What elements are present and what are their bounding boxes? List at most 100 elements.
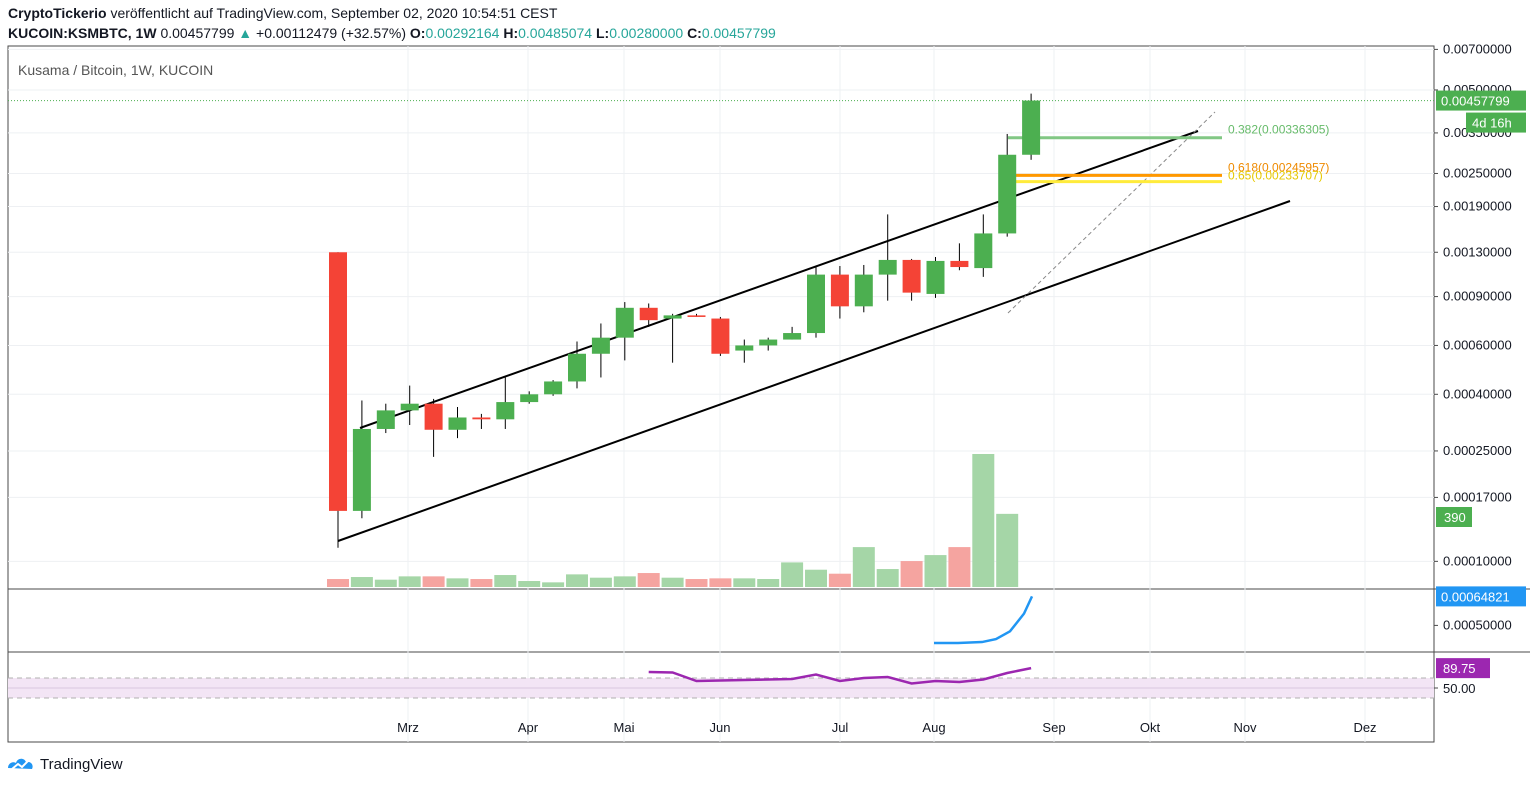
volume-bar (757, 579, 780, 587)
volume-bar (972, 454, 995, 587)
y-tick-label: 0.00090000 (1443, 289, 1512, 304)
volume-bar (470, 579, 493, 587)
volume-bar (542, 582, 565, 587)
x-tick-label: Mrz (397, 720, 419, 735)
y-tick-label: 0.00700000 (1443, 41, 1512, 56)
candle-body (807, 274, 825, 334)
publish-line: CryptoTickerio veröffentlicht auf Tradin… (8, 5, 557, 21)
indicator-badge-text: 0.00064821 (1441, 589, 1510, 604)
volume-bar (398, 576, 421, 587)
rsi-tick-label: 50.00 (1443, 681, 1476, 696)
x-tick-label: Sep (1042, 720, 1065, 735)
candle-body (711, 318, 730, 354)
tradingview-logo-icon (8, 758, 33, 770)
volume-bar (996, 513, 1019, 587)
volume-bar (948, 547, 971, 587)
high-value: 0.00485074 (518, 25, 593, 41)
y-tick-label: 0.00025000 (1443, 443, 1512, 458)
countdown-badge-text: 4d 16h (1472, 116, 1512, 131)
symbol-label: KUCOIN:KSMBTC, 1W (8, 25, 157, 41)
candle-body (854, 274, 873, 307)
candle-body (926, 260, 945, 294)
x-tick-label: Okt (1140, 720, 1161, 735)
volume-bar (852, 547, 875, 587)
y-tick-label: 0.00010000 (1443, 553, 1512, 568)
volume-bar (828, 573, 851, 587)
x-tick-label: Mai (614, 720, 635, 735)
x-tick-label: Aug (922, 720, 945, 735)
volume-bar (518, 581, 541, 587)
volume-bar (709, 578, 732, 587)
close-value: 0.00457799 (701, 25, 776, 41)
rsi-badge (1436, 658, 1490, 679)
volume-bar (494, 575, 517, 587)
candle-body (950, 260, 969, 268)
volume-bar (327, 579, 349, 587)
last-price: 0.00457799 (160, 25, 235, 41)
tradingview-footer[interactable]: TradingView (6, 754, 123, 774)
candle-body (615, 307, 634, 338)
y-tick-label: 0.00040000 (1443, 386, 1512, 401)
low-label: L: (595, 25, 610, 41)
high-label: H: (503, 25, 519, 41)
open-label: O: (409, 25, 426, 41)
volume-bar (876, 569, 899, 587)
candle-body (998, 154, 1017, 234)
volume-bar (924, 555, 947, 587)
volume-bar (685, 579, 708, 587)
volume-bar (733, 578, 756, 587)
candle-body (783, 333, 802, 340)
chart-title: Kusama / Bitcoin, 1W, KUCOIN (18, 62, 214, 78)
candle-body (520, 394, 539, 403)
candle-body (902, 259, 921, 293)
low-value: 0.00280000 (609, 25, 684, 41)
candle-body (329, 252, 347, 511)
volume-bar (613, 576, 636, 587)
volume-bar (805, 569, 827, 587)
fib-level-label: 0.382(0.00336305) (1228, 123, 1329, 137)
candle-body (568, 353, 586, 382)
candle-body (974, 233, 993, 269)
volume-bar (422, 576, 445, 587)
volume-bar (589, 577, 612, 587)
candle-body (735, 345, 754, 351)
tradingview-brand: TradingView (40, 755, 123, 773)
candle-body (1022, 100, 1041, 155)
volume-bar (661, 577, 684, 587)
x-tick-label: Apr (518, 720, 539, 735)
fib-level-label: 0.618(0.00245957) (1228, 160, 1329, 174)
x-tick-label: Jun (710, 720, 731, 735)
candle-body (759, 339, 778, 346)
open-value: 0.00292164 (425, 25, 500, 41)
publisher-name[interactable]: CryptoTickerio (8, 5, 107, 21)
last-price-badge-text: 0.00457799 (1441, 94, 1510, 109)
fib-level-label: 0.65(0.00233707) (1228, 169, 1323, 183)
change-arrow: ▲ (238, 25, 253, 41)
indicator-line (934, 595, 1034, 645)
volume-bar (781, 562, 804, 587)
close-label: C: (687, 25, 702, 41)
candle-body (878, 259, 897, 275)
indicator-tick-label: 0.00050000 (1443, 617, 1512, 632)
candle-body (472, 417, 491, 420)
x-tick-label: Dez (1353, 720, 1376, 735)
y-tick-label: 0.00017000 (1443, 489, 1512, 504)
y-tick-label: 0.00060000 (1443, 337, 1512, 352)
candle-body (400, 403, 419, 411)
ohlc-line: KUCOIN:KSMBTC, 1W 0.00457799 ▲ +0.001124… (8, 25, 776, 41)
candle-body (591, 337, 610, 354)
x-tick-label: Jul (832, 720, 849, 735)
candle-body (544, 381, 563, 395)
countdown-badge (1466, 112, 1526, 133)
candle-body (830, 274, 849, 307)
candle-body (687, 315, 706, 317)
candle-body (663, 315, 682, 319)
y-tick-label: 0.00190000 (1443, 199, 1512, 214)
y-tick-label: 0.00130000 (1443, 244, 1512, 259)
y-tick-label: 0.00250000 (1443, 165, 1512, 180)
volume-bar (374, 579, 397, 587)
volume-badge-text: 390 (1444, 510, 1466, 525)
volume-bar (446, 578, 469, 587)
change-value: +0.00112479 (+32.57%) (256, 25, 407, 41)
